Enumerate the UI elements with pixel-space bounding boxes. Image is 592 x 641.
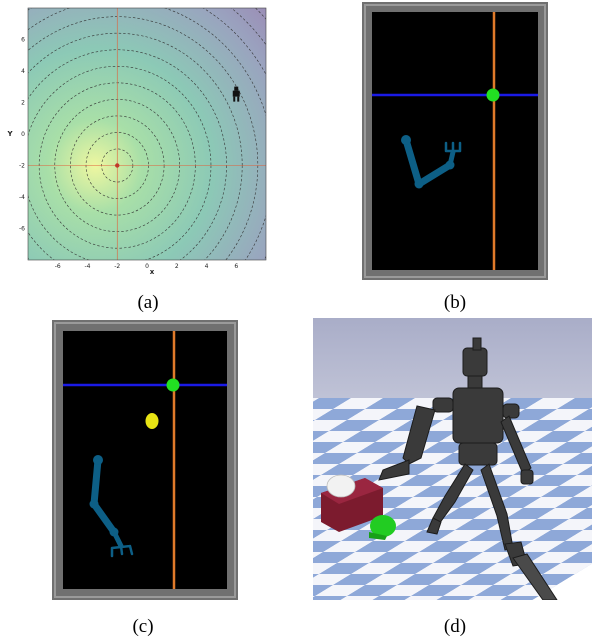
contour-field <box>28 8 266 260</box>
humanoid-robot <box>378 337 558 600</box>
y-tick-label: 4 <box>21 68 25 75</box>
x-tick-label: 0 <box>145 263 149 270</box>
target-object <box>145 413 159 429</box>
caption-b: (b) <box>443 292 467 313</box>
panel-a-contour-plot: -6 -4 -2 0 2 4 6 6 4 2 0 -2 -4 -6 x Y <box>0 0 275 282</box>
panel-c-arm-sim <box>52 320 238 600</box>
x-tick-label: 2 <box>175 263 179 270</box>
y-axis-label: Y <box>6 130 13 138</box>
x-tick-label: 6 <box>234 263 238 270</box>
x-tick-label: 4 <box>205 263 209 270</box>
robot-arm <box>89 455 134 558</box>
goal-marker <box>166 378 180 392</box>
y-tick-label: 6 <box>21 37 25 44</box>
x-axis-label: x <box>150 268 155 276</box>
sim-viewport <box>63 331 227 589</box>
y-tick-label: 2 <box>21 100 25 107</box>
y-tick-label: -2 <box>19 163 25 170</box>
sky <box>313 318 592 408</box>
x-tick-label: -2 <box>114 263 120 270</box>
caption-c: (c) <box>132 616 154 637</box>
caption-d: (d) <box>443 616 467 637</box>
panel-b-arm-sim <box>362 2 548 280</box>
x-tick-label: -6 <box>55 263 61 270</box>
x-tick-label: -4 <box>85 263 91 270</box>
panel-d-3d-scene <box>313 318 592 600</box>
white-object <box>326 474 356 498</box>
robot-marker-icon <box>232 86 240 102</box>
goal-marker <box>486 88 500 102</box>
robot-arm <box>401 135 462 189</box>
sim-viewport <box>372 12 538 270</box>
contour-chart: -6 -4 -2 0 2 4 6 6 4 2 0 -2 -4 -6 x Y <box>6 7 267 276</box>
y-tick-label: 0 <box>21 131 25 138</box>
y-tick-label: -4 <box>19 194 25 201</box>
checkered-floor <box>313 398 592 600</box>
humanoid-scene <box>313 318 592 600</box>
center-point <box>115 163 120 168</box>
y-tick-label: -6 <box>19 226 25 233</box>
green-ball <box>370 515 396 537</box>
caption-a: (a) <box>137 292 159 313</box>
plot-border <box>27 7 267 261</box>
